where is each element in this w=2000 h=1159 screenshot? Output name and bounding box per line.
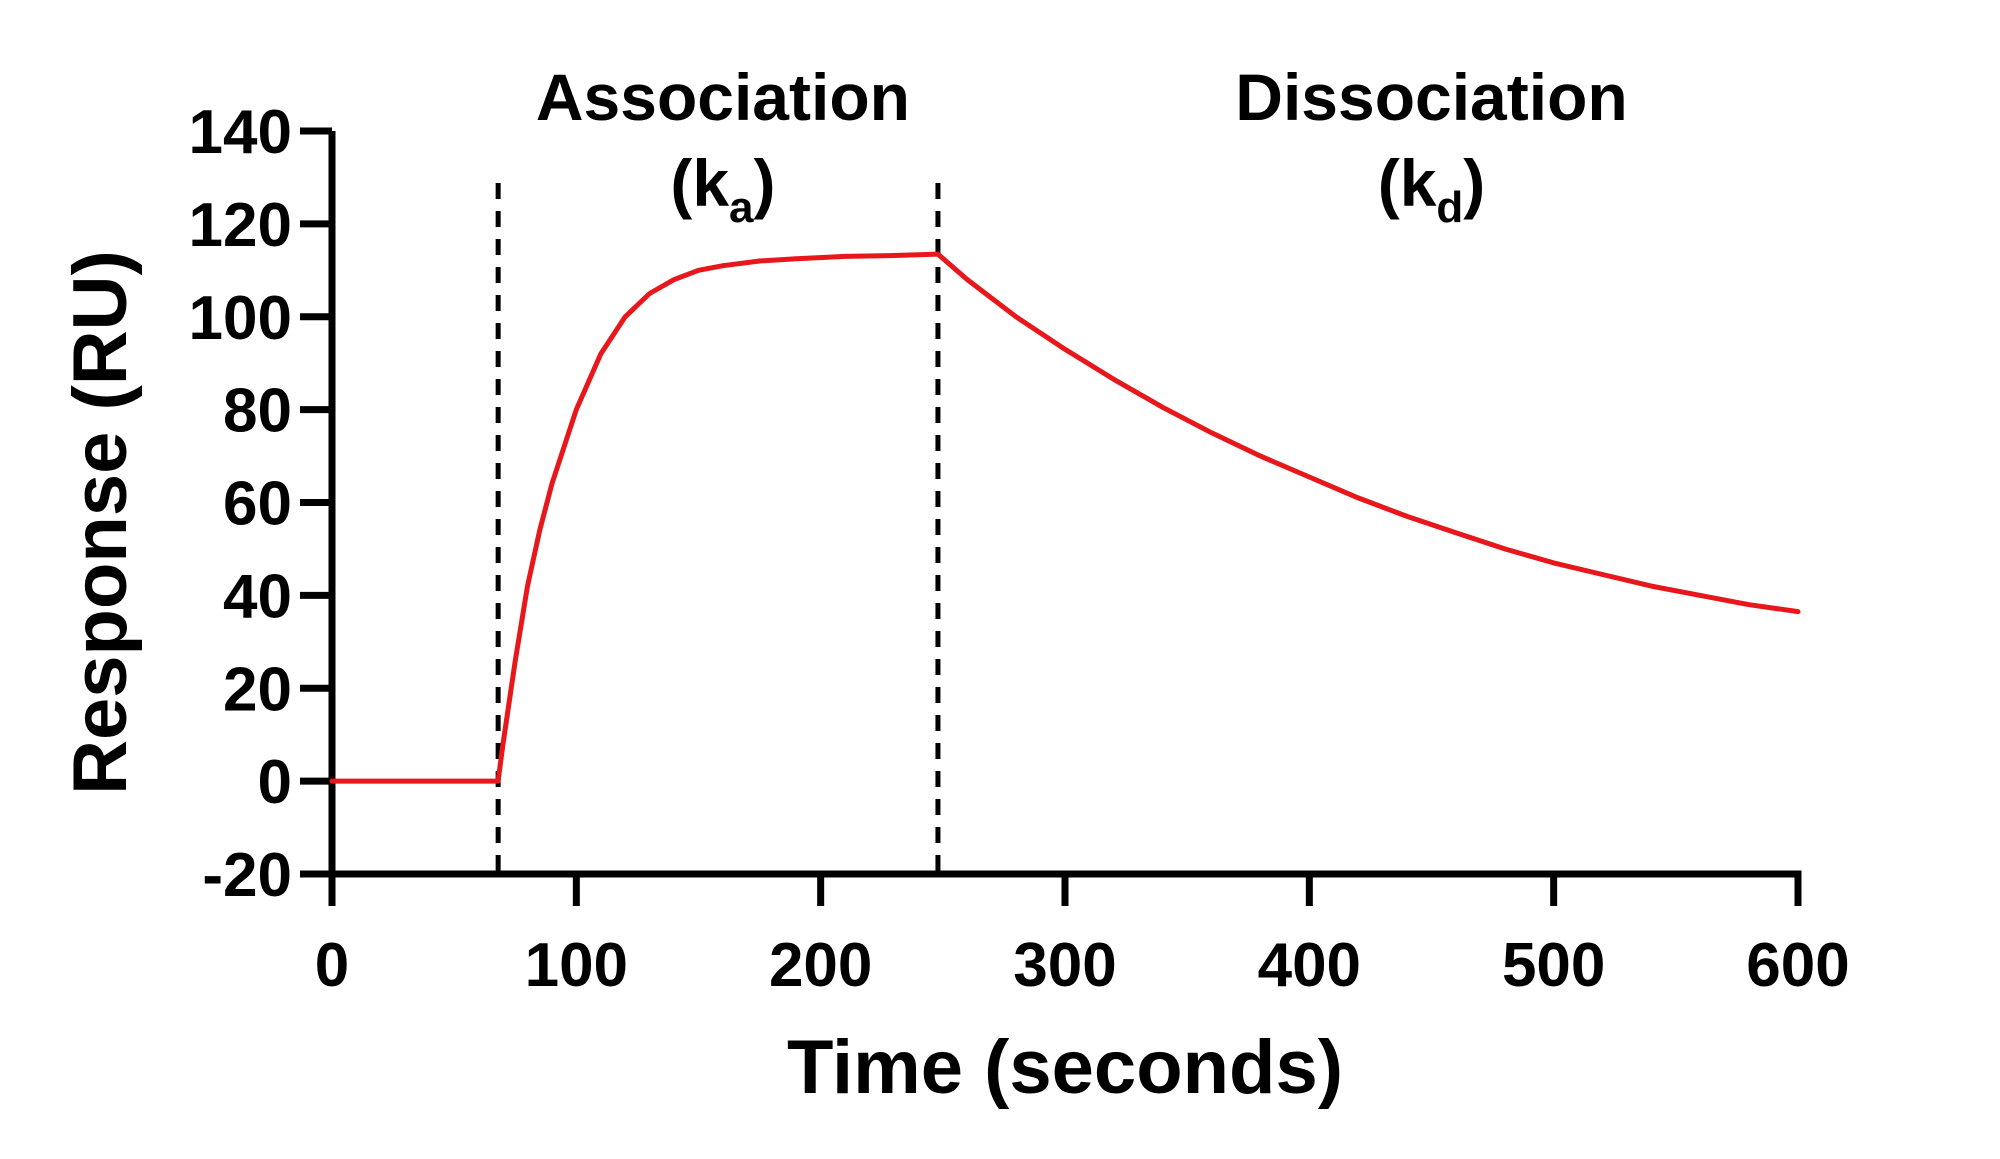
y-tick-label: 120 — [189, 191, 292, 260]
phase-annotations: Association (ka) Dissociation (kd) — [536, 60, 1628, 232]
y-tick-label: 140 — [189, 98, 292, 167]
x-axis-title: Time (seconds) — [787, 1025, 1343, 1110]
y-tick-label: -20 — [202, 841, 292, 910]
x-tick-label: 0 — [315, 931, 349, 1000]
y-tick-label: 0 — [258, 748, 292, 817]
x-tick-label: 400 — [1258, 931, 1361, 1000]
response-curve — [329, 251, 1801, 784]
axes — [328, 131, 1802, 878]
x-tick-label: 100 — [525, 931, 628, 1000]
y-axis-ticks: -20 0 20 40 60 80 100 120 140 — [189, 98, 332, 910]
phase-label: Dissociation — [1235, 60, 1627, 134]
x-tick-label: 300 — [1013, 931, 1116, 1000]
phase-label: Association — [536, 60, 910, 134]
x-tick-label: 600 — [1746, 931, 1849, 1000]
phase-marker-lines — [495, 183, 941, 874]
x-tick-label: 500 — [1502, 931, 1605, 1000]
y-axis-title: Response (RU) — [58, 250, 143, 795]
y-tick-label: 40 — [223, 562, 292, 631]
y-tick-label: 20 — [223, 655, 292, 724]
x-axis-ticks: 0 100 200 300 400 500 600 — [315, 874, 1850, 1000]
y-tick-label: 100 — [189, 284, 292, 353]
x-tick-label: 200 — [769, 931, 872, 1000]
y-tick-label: 80 — [223, 377, 292, 446]
rate-constant-label: (ka) — [670, 146, 775, 232]
y-tick-label: 60 — [223, 470, 292, 539]
rate-constant-label: (kd) — [1378, 146, 1486, 232]
